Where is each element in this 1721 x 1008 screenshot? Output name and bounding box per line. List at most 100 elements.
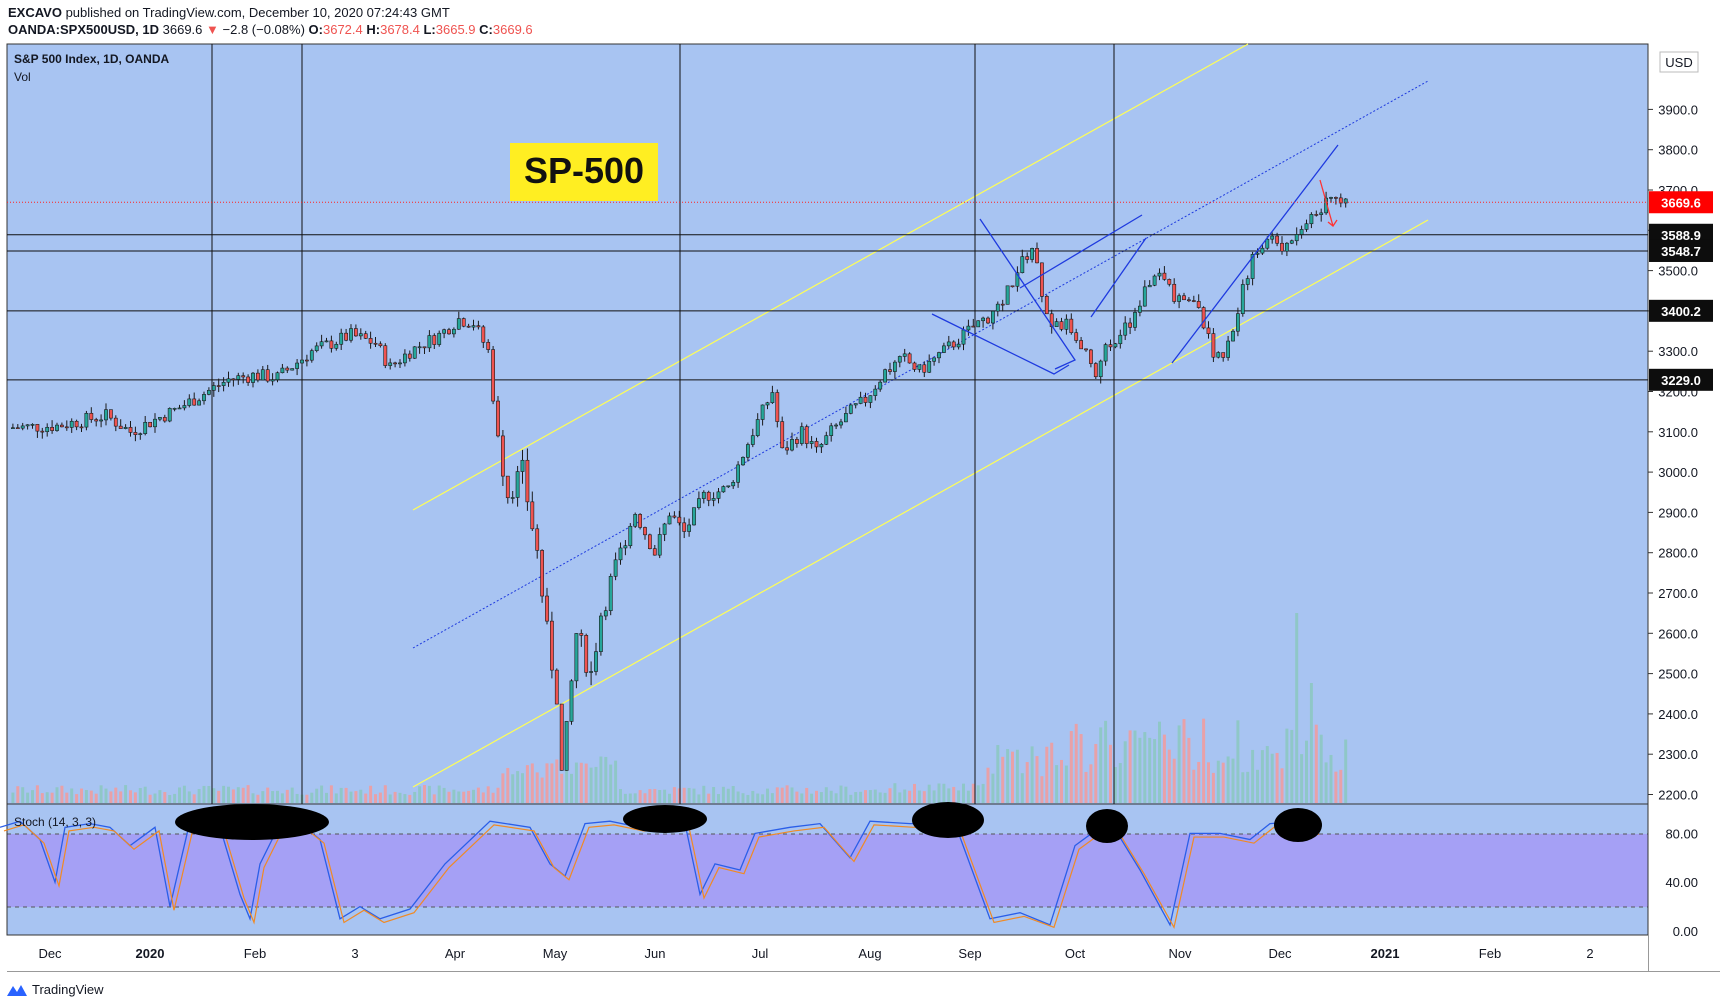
volume-bar xyxy=(99,785,103,803)
candle-body xyxy=(652,548,657,556)
volume-bar xyxy=(432,794,436,803)
candle-body xyxy=(888,369,892,372)
volume-bar xyxy=(1290,729,1294,803)
volume-bar xyxy=(966,790,970,803)
candle-body xyxy=(633,514,638,527)
volume-bar xyxy=(1123,741,1127,803)
volume-bar xyxy=(638,790,642,803)
candle-body xyxy=(696,498,701,508)
candle-body xyxy=(309,350,314,361)
footer[interactable]: TradingView xyxy=(6,982,104,997)
candle-body xyxy=(687,524,692,532)
candle-body xyxy=(780,421,785,449)
volume-bar xyxy=(153,793,157,803)
volume-bar xyxy=(609,764,613,803)
candle-body xyxy=(1211,333,1216,358)
candle-body xyxy=(584,635,589,673)
candle-body xyxy=(574,633,579,682)
volume-bar xyxy=(280,793,284,803)
candle-body xyxy=(1015,272,1020,287)
volume-bar xyxy=(1079,734,1083,803)
volume-bar xyxy=(1246,771,1250,803)
candle-body xyxy=(314,345,319,351)
volume-bar xyxy=(1113,767,1117,803)
price-pane[interactable] xyxy=(7,44,1648,804)
candle-body xyxy=(628,525,633,547)
candle-body xyxy=(986,317,990,324)
volume-bar xyxy=(859,791,863,803)
volume-bar xyxy=(697,794,701,803)
price-tick-label: 2600.0 xyxy=(1658,626,1698,641)
volume-bar xyxy=(633,793,637,803)
symbol[interactable]: OANDA:SPX500USD, 1D xyxy=(8,22,159,37)
volume-bar xyxy=(839,785,843,803)
candle-body xyxy=(1343,198,1348,204)
volume-bar xyxy=(560,773,564,803)
volume-bar xyxy=(227,786,230,803)
volume-bar xyxy=(207,786,211,803)
candle-body xyxy=(677,516,682,524)
currency-box[interactable] xyxy=(1659,51,1699,73)
candle-body xyxy=(1231,330,1235,342)
volume-bar xyxy=(584,763,588,803)
volume-bar xyxy=(1172,758,1176,803)
volume-bar xyxy=(1324,762,1328,803)
volume-bar xyxy=(222,785,226,803)
candle-body xyxy=(1294,234,1299,242)
current-price-tag xyxy=(1649,191,1713,214)
candle-body xyxy=(946,341,951,347)
candle-body xyxy=(1226,340,1231,358)
candle-body xyxy=(1142,286,1147,307)
candle-body xyxy=(1201,307,1206,329)
candle-body xyxy=(1177,295,1182,302)
candle-body xyxy=(202,394,206,402)
volume-bar xyxy=(790,787,794,803)
stoch-axis[interactable]: 80.00 40.00 0.00 xyxy=(1665,826,1698,939)
publisher[interactable]: EXCAVO xyxy=(8,5,62,20)
volume-bar xyxy=(1344,739,1348,803)
candle-body xyxy=(726,485,731,488)
candle-body xyxy=(638,514,643,528)
time-axis[interactable]: Dec 2020 Feb 3 Apr May Jun Jul Aug Sep Oct Nov Dec 20… xyxy=(38,946,1593,961)
volume-label: Vol xyxy=(14,70,31,84)
volume-bar xyxy=(1207,762,1210,803)
volume-bar xyxy=(873,789,877,803)
volume-bar xyxy=(1319,734,1323,803)
currency-label: USD xyxy=(1665,55,1692,70)
volume-bar xyxy=(1187,737,1191,803)
volume-bar xyxy=(1226,756,1230,803)
candle-body xyxy=(1123,322,1128,336)
volume-bar xyxy=(349,791,353,803)
candle-body xyxy=(643,527,647,536)
candle-body xyxy=(1167,279,1172,285)
volume-bar xyxy=(883,792,887,803)
candle-body xyxy=(623,545,628,549)
candle-body xyxy=(1191,300,1196,302)
candle-body xyxy=(59,424,64,428)
candle-body xyxy=(1236,313,1240,332)
volume-bar xyxy=(785,785,789,803)
volume-bar xyxy=(212,788,216,803)
candle-body xyxy=(1152,275,1157,286)
volume-bar xyxy=(780,787,784,803)
candle-body xyxy=(799,426,804,444)
price-tick-label: 2300.0 xyxy=(1658,747,1698,762)
volume-bar xyxy=(643,793,647,803)
volume-bar xyxy=(741,793,745,803)
price-tick-label: 2900.0 xyxy=(1658,505,1698,520)
volume-bar xyxy=(1167,749,1171,803)
candle-body xyxy=(447,329,451,335)
level-tag-label: 3588.9 xyxy=(1661,228,1701,243)
candle-body xyxy=(569,680,574,722)
volume-bar xyxy=(1216,760,1220,803)
volume-bar xyxy=(913,783,916,803)
volume-bar xyxy=(290,787,294,803)
volume-bar xyxy=(1030,746,1034,803)
volume-bar xyxy=(1040,776,1044,803)
candle-body xyxy=(153,418,157,428)
volume-bar xyxy=(917,790,921,803)
volume-bar xyxy=(922,791,926,803)
candle-body xyxy=(109,409,113,419)
open-value: 3672.4 xyxy=(322,22,363,37)
